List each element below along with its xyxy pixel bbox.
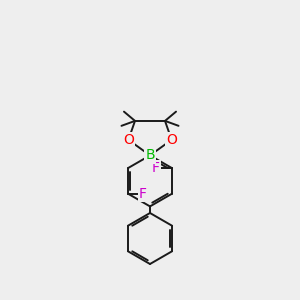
Text: F: F [139,187,147,201]
Text: F: F [152,161,160,175]
Text: B: B [145,148,155,162]
Text: O: O [166,133,177,147]
Text: O: O [123,133,134,147]
